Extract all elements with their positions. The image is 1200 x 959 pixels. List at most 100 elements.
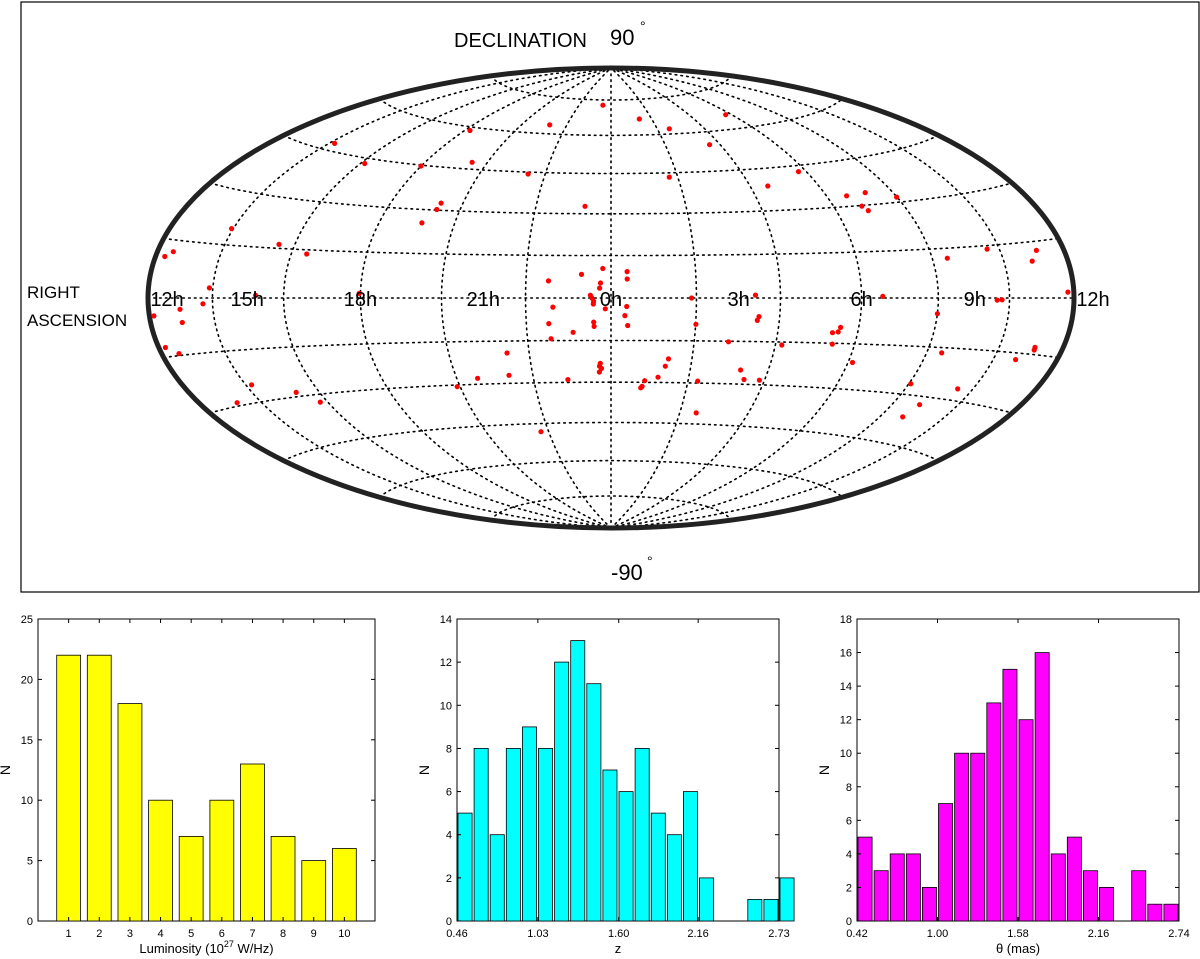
sky-source-point	[665, 356, 672, 362]
sky-source-point	[469, 159, 475, 165]
y-tick-label: 6	[846, 815, 852, 827]
histogram-bar	[618, 791, 634, 922]
sky-source-point	[253, 292, 259, 298]
sky-source-point	[917, 402, 923, 408]
sky-source-point	[838, 324, 844, 330]
histogram-bar	[1050, 853, 1066, 922]
sky-source-point	[550, 304, 556, 310]
histogram-bar	[554, 661, 570, 922]
sky-source-point	[859, 203, 865, 209]
x-tick-label: 8	[280, 928, 286, 940]
x-tick-label: 1.03	[527, 928, 548, 940]
sky-source-point	[994, 297, 1000, 303]
sky-source-point	[756, 377, 763, 383]
histogram-bar	[905, 853, 921, 922]
ra-grid-line	[524, 67, 612, 529]
y-tick-label: 25	[21, 614, 33, 626]
sky-source-point	[600, 265, 606, 272]
sky-source-point	[570, 329, 576, 335]
sky-source-point	[454, 384, 460, 390]
sky-source-point	[546, 321, 552, 327]
sky-source-point	[362, 160, 368, 167]
histogram-bar	[86, 654, 112, 922]
luminosity-histogram: 1 2 3 4 5 6 7 8 9 10 0 5 10 15 20 25 N Luminosity (1027 W…	[0, 614, 376, 956]
sky-source-point	[475, 375, 481, 381]
y-axis-label: N	[0, 765, 13, 775]
histogram-bar	[1083, 870, 1098, 922]
sky-source-point	[602, 306, 608, 312]
histogram-bar	[1163, 903, 1179, 922]
ra-tick-label: 18h	[344, 289, 377, 311]
x-tick-label: 6	[219, 928, 225, 940]
sky-sources	[151, 102, 1071, 435]
sky-source-point	[545, 278, 552, 284]
sky-source-point	[162, 344, 168, 351]
sky-source-point	[955, 386, 961, 392]
sky-source-point	[754, 317, 760, 323]
y-tick-label: 4	[846, 849, 852, 861]
x-tick-label: 3	[127, 928, 133, 940]
ra-grid-line	[610, 67, 698, 529]
sky-source-point	[662, 363, 668, 369]
histogram-bar	[178, 836, 204, 922]
sky-source-point	[596, 369, 603, 375]
sky-source-point	[638, 385, 644, 391]
sky-source-point	[276, 241, 282, 247]
angular-size-histogram: 0.42 1.00 1.58 2.16 2.74 0 2 4 6 8 10 12 14 16 18 Nθ (m…	[816, 614, 1190, 956]
histogram-axes-box	[456, 618, 780, 922]
ra-grid-line	[610, 67, 782, 529]
sky-source-point	[752, 292, 759, 298]
y-tick-label: 0	[27, 916, 33, 928]
histogram-bar	[1034, 652, 1050, 922]
histogram-bar	[1066, 836, 1082, 922]
histogram-bar	[779, 877, 795, 922]
sky-source-point	[206, 285, 212, 291]
x-tick-label: 0.46	[446, 928, 467, 940]
y-tick-label: 15	[21, 735, 33, 747]
y-tick-label: 6	[446, 787, 452, 799]
redshift-histogram: 0.46 1.03 1.60 2.16 2.73 0 2 4 6 8 10 12 14 Nz	[416, 614, 795, 956]
y-tick-label: 0	[446, 916, 452, 928]
sky-source-point	[999, 297, 1005, 303]
histogram-bar	[699, 877, 715, 922]
sky-source-point	[578, 271, 585, 277]
histogram-bar	[922, 887, 937, 922]
x-axis-label: Luminosity (1027 W/Hz)	[139, 939, 273, 956]
sky-source-point	[249, 382, 255, 388]
sky-source-point	[317, 399, 323, 405]
sky-source-point	[844, 193, 850, 199]
ra-grid-line	[359, 67, 612, 529]
ra-tick-label: 21h	[467, 289, 500, 311]
sky-source-point	[725, 339, 732, 345]
histogram-bar	[473, 748, 489, 922]
sky-source-point	[944, 255, 950, 261]
y-axis-label: N	[416, 765, 432, 775]
dec-top-value: 90	[610, 25, 634, 50]
ra-tick-label: 15h	[231, 289, 264, 311]
dec-grid-line	[378, 98, 844, 137]
ra-tick-label: 12h	[150, 289, 183, 311]
histogram-bar	[873, 870, 889, 922]
sky-source-point	[565, 377, 571, 383]
sky-source-point	[666, 126, 672, 132]
sky-source-point	[835, 329, 841, 335]
x-tick-label: 2.73	[768, 928, 789, 940]
sky-source-point	[434, 206, 440, 213]
histogram-bar	[331, 848, 357, 922]
x-tick-label: 0.42	[846, 928, 867, 940]
sky-source-point	[624, 303, 630, 310]
histogram-bar	[747, 899, 763, 922]
ra-tick-label: 3h	[728, 289, 750, 311]
sky-source-point	[1033, 247, 1039, 253]
sky-source-point	[506, 372, 512, 378]
ra-tick-labels: 12h 15h 18h 21h 0h 3h 6h 9h 12h	[150, 289, 1109, 311]
histogram-bar	[505, 748, 521, 922]
y-axis-label: N	[816, 765, 832, 775]
ra-tick-label: 9h	[964, 289, 986, 311]
histogram-bar	[938, 803, 954, 922]
histogram-bar	[650, 812, 666, 922]
declination-label: DECLINATION	[454, 30, 587, 52]
sky-source-point	[666, 174, 672, 180]
sky-source-point	[590, 301, 596, 307]
x-tick-label: 2.74	[1168, 928, 1189, 940]
